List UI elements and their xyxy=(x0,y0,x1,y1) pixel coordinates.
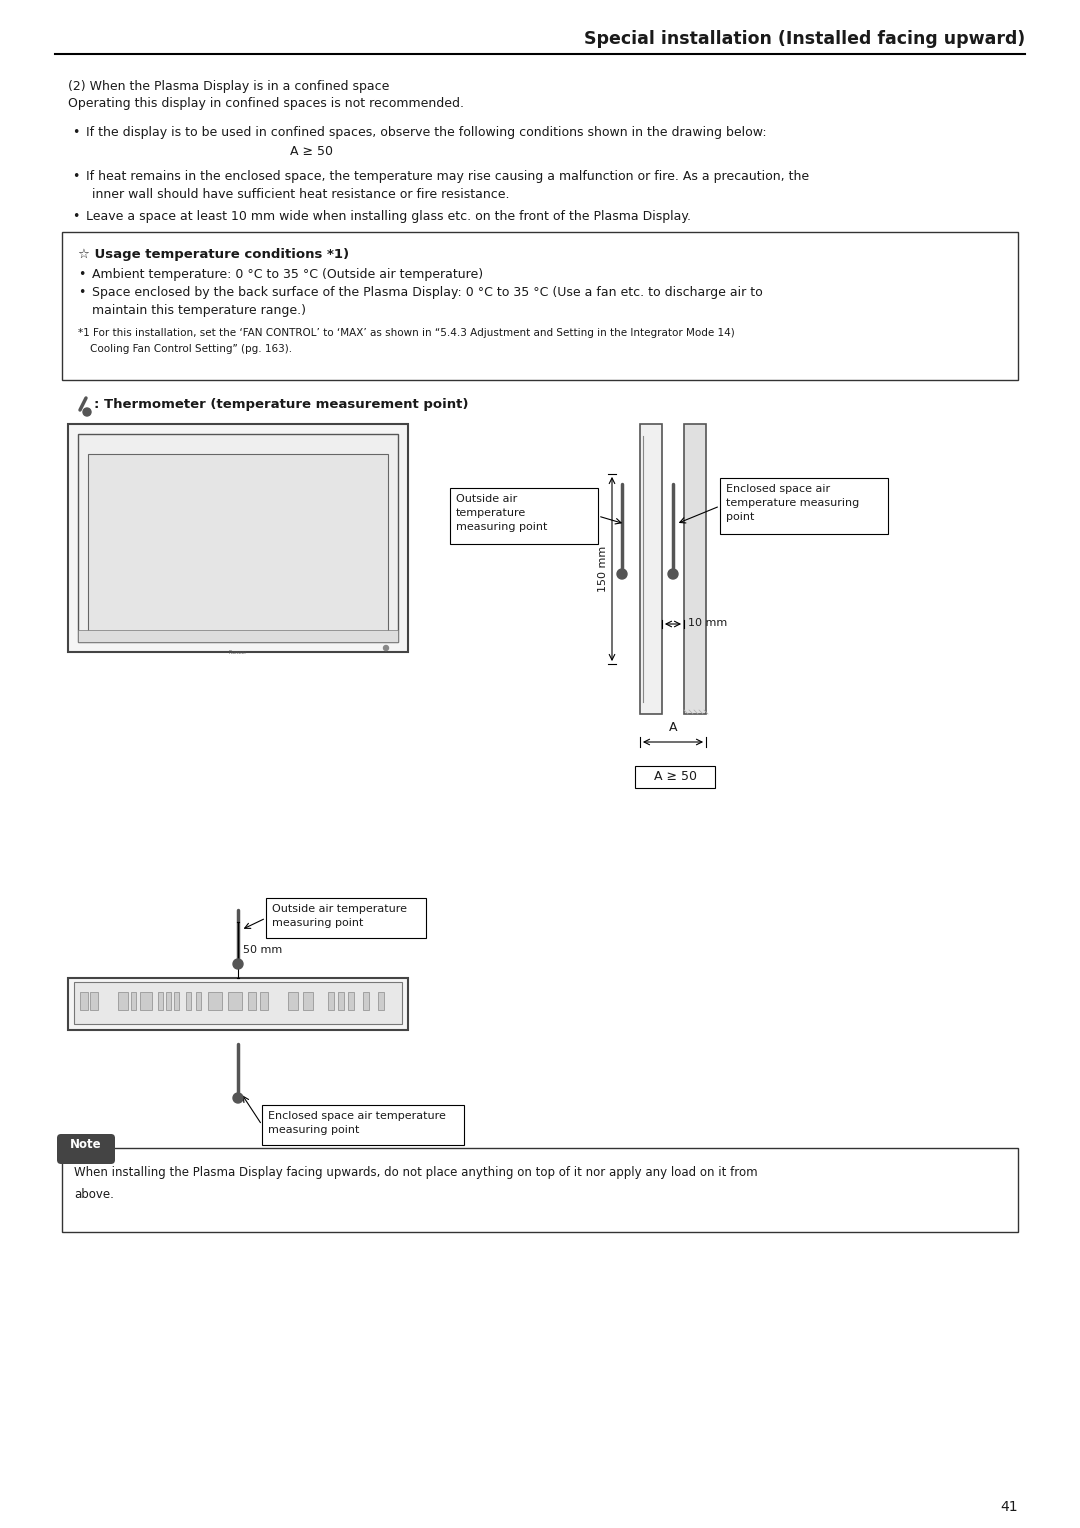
Bar xyxy=(80,992,87,1010)
Circle shape xyxy=(233,1093,243,1103)
Bar xyxy=(87,454,388,633)
Text: Leave a space at least 10 mm wide when installing glass etc. on the front of the: Leave a space at least 10 mm wide when i… xyxy=(86,209,691,223)
Circle shape xyxy=(383,645,389,651)
Text: If heat remains in the enclosed space, the temperature may rise causing a malfun: If heat remains in the enclosed space, t… xyxy=(86,170,809,183)
Bar xyxy=(378,992,384,1010)
Text: Operating this display in confined spaces is not recommended.: Operating this display in confined space… xyxy=(68,96,464,110)
Text: above.: above. xyxy=(75,1187,113,1201)
Bar xyxy=(450,487,598,544)
Text: 10 mm: 10 mm xyxy=(688,617,727,628)
Circle shape xyxy=(669,568,678,579)
Text: 50 mm: 50 mm xyxy=(243,944,282,955)
Bar xyxy=(720,478,888,533)
Text: *1 For this installation, set the ‘FAN CONTROL’ to ‘MAX’ as shown in “5.4.3 Adju: *1 For this installation, set the ‘FAN C… xyxy=(78,329,734,338)
Bar xyxy=(684,423,706,714)
Bar xyxy=(195,992,201,1010)
Text: •: • xyxy=(72,125,79,139)
Text: Enclosed space air temperature
measuring point: Enclosed space air temperature measuring… xyxy=(268,1111,446,1135)
Bar xyxy=(266,898,426,938)
Bar xyxy=(262,1105,464,1144)
Bar xyxy=(68,423,408,652)
Bar xyxy=(348,992,354,1010)
Bar xyxy=(328,992,334,1010)
Text: Outside air temperature
measuring point: Outside air temperature measuring point xyxy=(272,905,407,927)
Bar xyxy=(140,992,152,1010)
Text: •: • xyxy=(78,286,85,299)
Text: Special installation (Installed facing upward): Special installation (Installed facing u… xyxy=(584,31,1025,47)
Bar xyxy=(174,992,179,1010)
Bar xyxy=(166,992,171,1010)
Bar xyxy=(640,423,662,714)
Bar xyxy=(338,992,345,1010)
Bar xyxy=(68,978,408,1030)
Bar xyxy=(288,992,298,1010)
Text: When installing the Plasma Display facing upwards, do not place anything on top : When installing the Plasma Display facin… xyxy=(75,1166,758,1180)
Bar xyxy=(228,992,242,1010)
Bar xyxy=(303,992,313,1010)
Bar xyxy=(635,766,715,788)
Text: ☆ Usage temperature conditions *1): ☆ Usage temperature conditions *1) xyxy=(78,248,349,261)
Bar xyxy=(260,992,268,1010)
Text: Pioneer: Pioneer xyxy=(229,649,247,656)
Bar xyxy=(248,992,256,1010)
Text: maintain this temperature range.): maintain this temperature range.) xyxy=(92,304,306,316)
Bar xyxy=(62,1148,1018,1232)
Bar xyxy=(131,992,136,1010)
Text: 150 mm: 150 mm xyxy=(598,545,608,593)
Bar xyxy=(78,434,399,642)
Text: Note: Note xyxy=(70,1138,102,1151)
Bar xyxy=(90,992,98,1010)
Circle shape xyxy=(233,960,243,969)
FancyBboxPatch shape xyxy=(57,1134,114,1164)
Bar xyxy=(208,992,222,1010)
Text: •: • xyxy=(72,209,79,223)
Bar xyxy=(78,630,399,642)
Text: Outside air
temperature
measuring point: Outside air temperature measuring point xyxy=(456,494,548,532)
Text: A ≥ 50: A ≥ 50 xyxy=(653,770,697,782)
Bar xyxy=(62,232,1018,380)
Text: Space enclosed by the back surface of the Plasma Display: 0 °C to 35 °C (Use a f: Space enclosed by the back surface of th… xyxy=(92,286,762,299)
Text: •: • xyxy=(72,170,79,183)
Text: (2) When the Plasma Display is in a confined space: (2) When the Plasma Display is in a conf… xyxy=(68,79,390,93)
Circle shape xyxy=(617,568,627,579)
Circle shape xyxy=(83,408,91,416)
Text: A: A xyxy=(669,721,677,733)
Text: : Thermometer (temperature measurement point): : Thermometer (temperature measurement p… xyxy=(94,397,469,411)
Bar xyxy=(158,992,163,1010)
Text: •: • xyxy=(78,267,85,281)
Text: Ambient temperature: 0 °C to 35 °C (Outside air temperature): Ambient temperature: 0 °C to 35 °C (Outs… xyxy=(92,267,483,281)
Bar xyxy=(75,983,402,1024)
Text: inner wall should have sufficient heat resistance or fire resistance.: inner wall should have sufficient heat r… xyxy=(92,188,510,202)
Text: Enclosed space air
temperature measuring
point: Enclosed space air temperature measuring… xyxy=(726,484,860,523)
Bar xyxy=(118,992,129,1010)
Text: Cooling Fan Control Setting” (pg. 163).: Cooling Fan Control Setting” (pg. 163). xyxy=(90,344,292,354)
Bar xyxy=(186,992,191,1010)
Text: A ≥ 50: A ≥ 50 xyxy=(291,145,333,157)
Text: 41: 41 xyxy=(1000,1500,1018,1514)
Text: If the display is to be used in confined spaces, observe the following condition: If the display is to be used in confined… xyxy=(86,125,767,139)
Bar xyxy=(363,992,369,1010)
